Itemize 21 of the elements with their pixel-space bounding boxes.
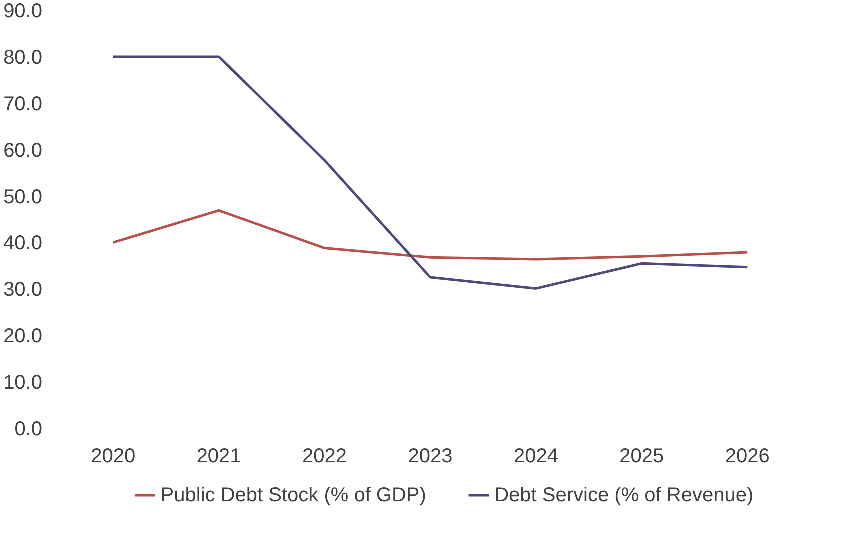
y-tick-label: 90.0 bbox=[4, 0, 43, 22]
legend-label: Debt Service (% of Revenue) bbox=[494, 484, 754, 506]
x-tick-label: 2022 bbox=[302, 446, 348, 468]
line-series bbox=[112, 209, 749, 261]
y-tick-label: 50.0 bbox=[4, 186, 43, 208]
x-tick-label: 2021 bbox=[196, 446, 242, 468]
y-tick-label: 20.0 bbox=[4, 326, 43, 348]
y-tick-label: 30.0 bbox=[4, 279, 43, 302]
x-tick-label: 2020 bbox=[91, 446, 136, 468]
y-tick-label: 0.0 bbox=[14, 418, 43, 440]
y-tick-label: 10.0 bbox=[4, 372, 43, 394]
x-tick-label: 2024 bbox=[514, 446, 558, 468]
y-tick-label: 40.0 bbox=[4, 232, 43, 255]
y-tick-label: 80.0 bbox=[4, 46, 43, 69]
x-tick-label: 2025 bbox=[620, 446, 664, 468]
y-tick-label: 60.0 bbox=[4, 140, 43, 162]
y-tick-label: 70.0 bbox=[4, 93, 43, 116]
line-series bbox=[112, 56, 749, 290]
x-tick-label: 2023 bbox=[408, 446, 453, 468]
legend-label: Public Debt Stock (% of GDP) bbox=[160, 484, 426, 506]
x-tick-label: 2026 bbox=[725, 446, 770, 468]
